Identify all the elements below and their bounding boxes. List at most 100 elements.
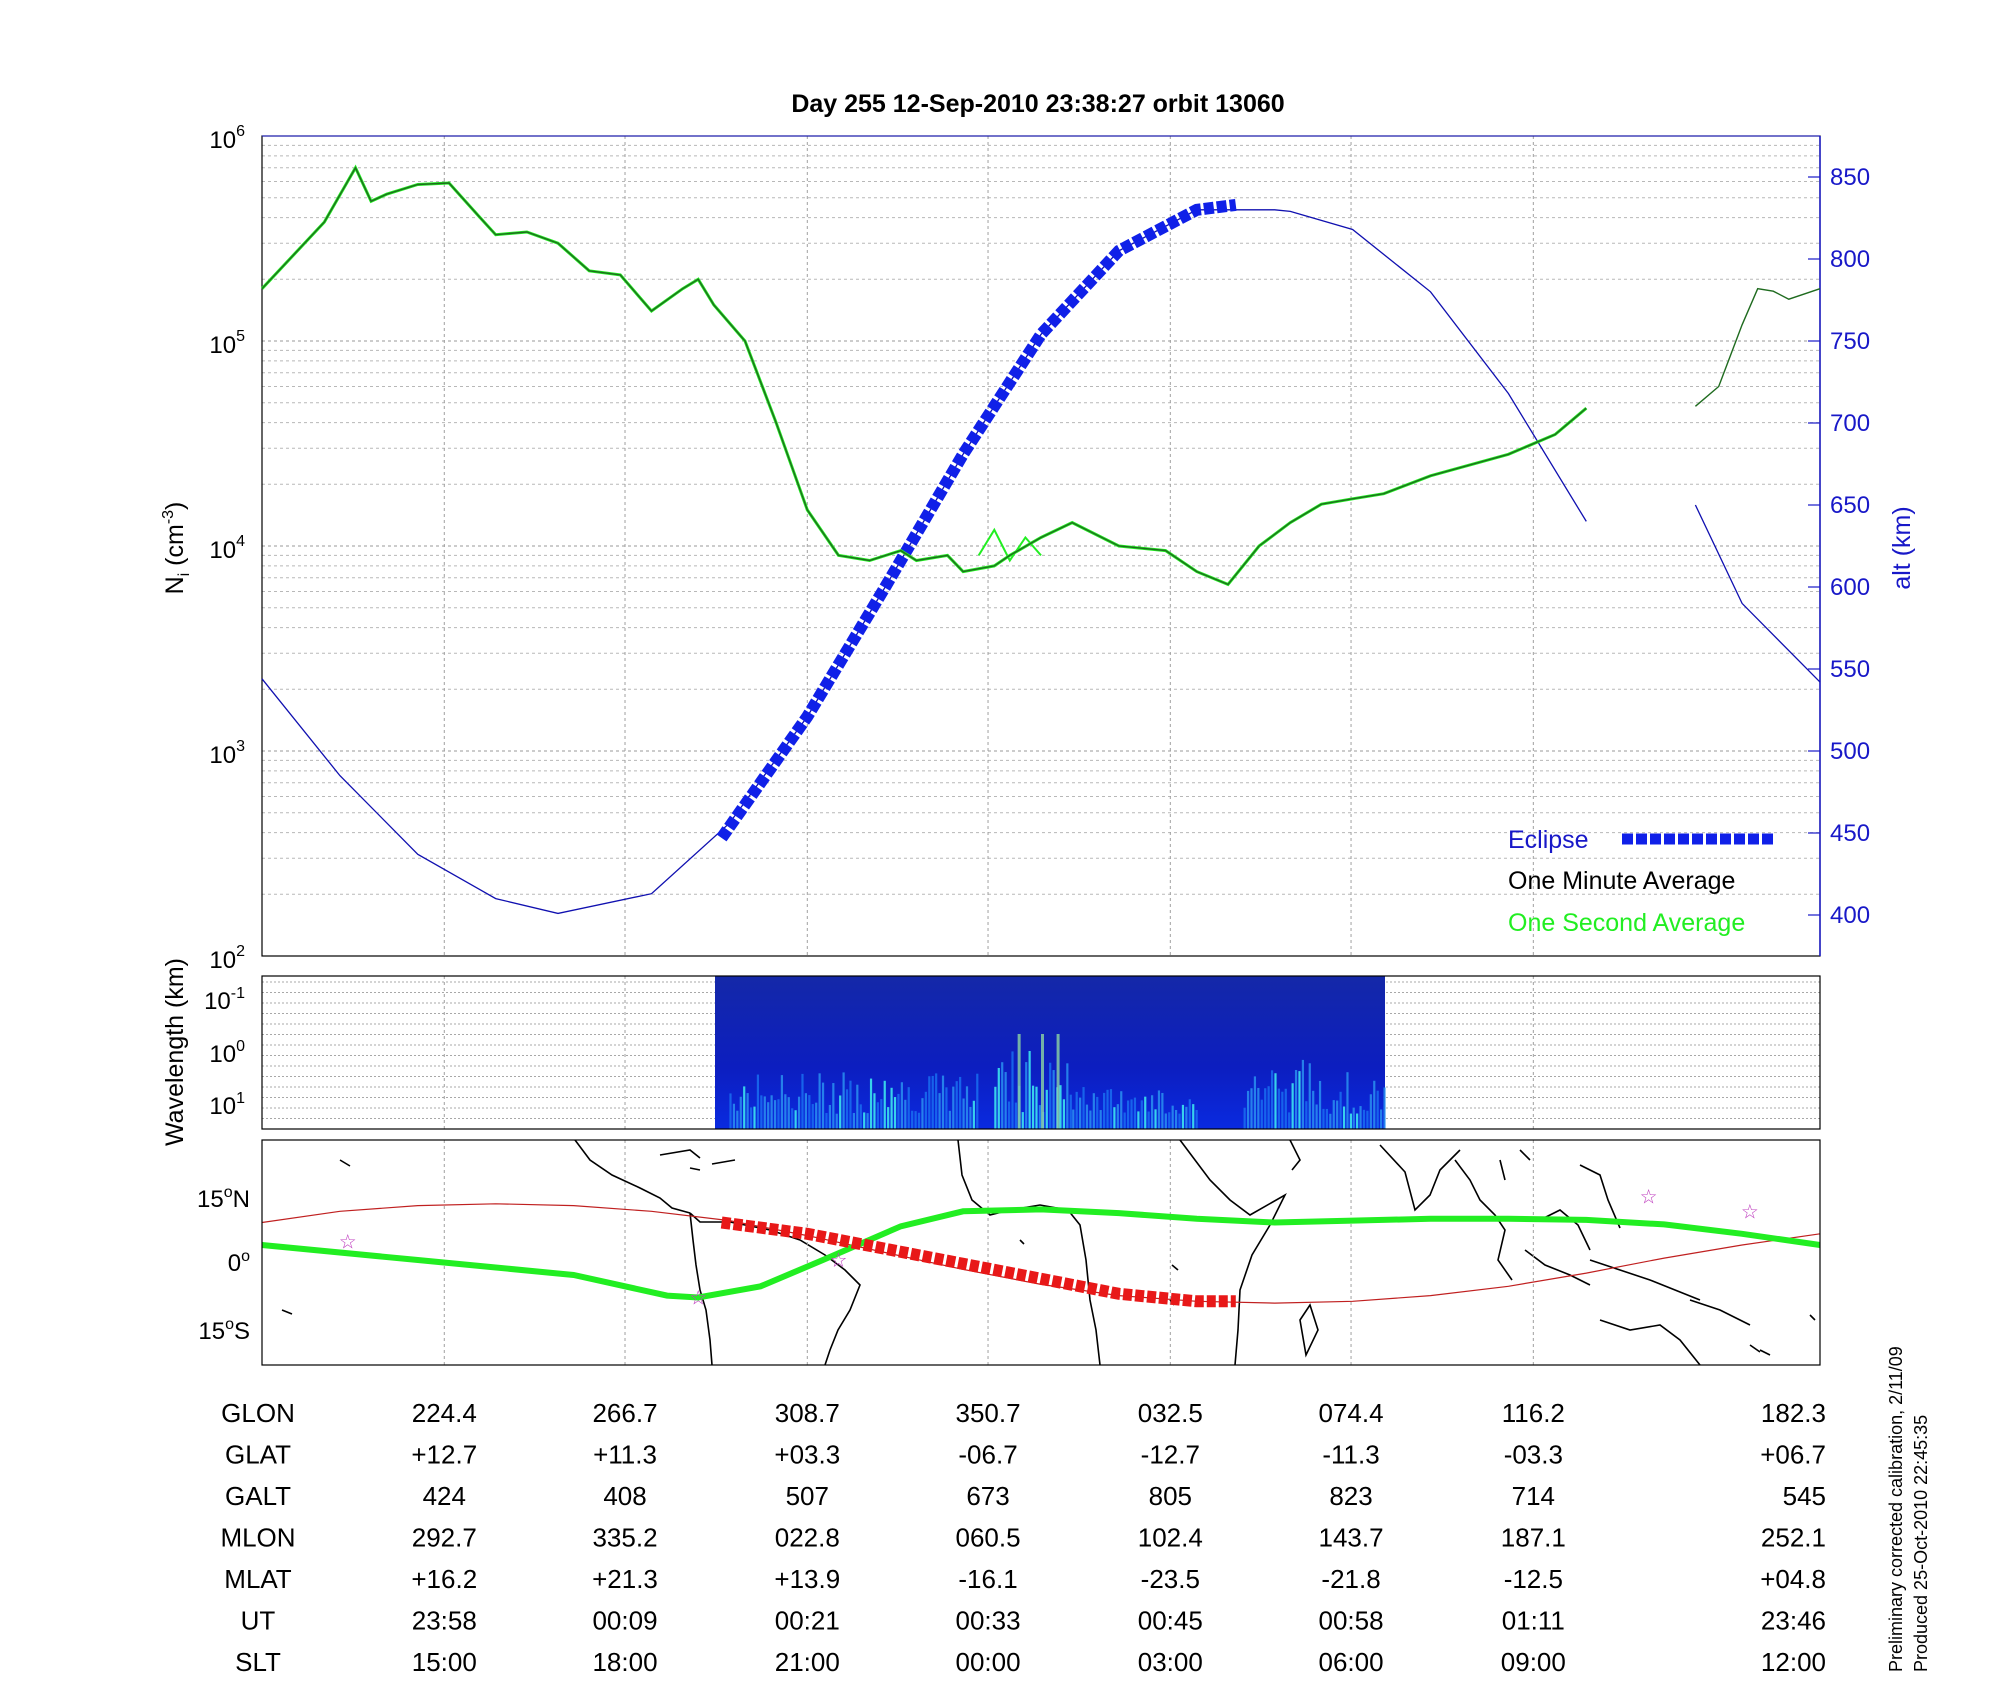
table-row-label: MLAT bbox=[224, 1564, 292, 1594]
spectrogram-burst bbox=[1049, 1062, 1052, 1129]
spectrogram-ylabel: Wavelength (km) bbox=[161, 958, 189, 1146]
spectrogram-burst bbox=[1014, 1102, 1018, 1129]
star-marker: ☆ bbox=[1741, 1199, 1759, 1223]
spectrogram-burst bbox=[760, 1095, 763, 1129]
right-tick-label: 450 bbox=[1830, 820, 1870, 847]
spectrogram-burst bbox=[787, 1097, 790, 1129]
spectrogram-burst bbox=[1366, 1110, 1369, 1129]
table-cell: 060.5 bbox=[955, 1523, 1020, 1553]
spectrogram-burst bbox=[1349, 1113, 1352, 1129]
spectrogram-burst bbox=[1171, 1105, 1174, 1129]
spectrogram-burst bbox=[859, 1104, 862, 1129]
spectrogram-burst bbox=[1161, 1092, 1164, 1129]
spectrogram-peak bbox=[1056, 1034, 1060, 1129]
density-ylabel: Ni (cm-3) bbox=[160, 502, 193, 595]
spectrogram-burst bbox=[921, 1098, 924, 1129]
table-cell: 143.7 bbox=[1319, 1523, 1384, 1553]
table-row-label: UT bbox=[241, 1606, 276, 1636]
spectrogram-burst bbox=[767, 1102, 770, 1129]
spectrogram-burst bbox=[1270, 1070, 1274, 1129]
ylabel-unit: (cm bbox=[161, 524, 189, 573]
one-minute-average-line-segment bbox=[1694, 287, 1821, 407]
table-cell: 805 bbox=[1149, 1481, 1192, 1511]
spectrogram-burst bbox=[904, 1099, 907, 1129]
spectrogram-burst bbox=[811, 1104, 814, 1129]
spectrogram-burst bbox=[1116, 1104, 1119, 1129]
table-cell: -11.3 bbox=[1322, 1440, 1379, 1470]
spectrogram-burst bbox=[777, 1099, 780, 1129]
spectrogram-burst bbox=[1085, 1104, 1089, 1129]
coast-small-islands bbox=[281, 1159, 1816, 1356]
spectrogram-burst bbox=[1308, 1063, 1311, 1129]
star-marker: ☆ bbox=[689, 1286, 707, 1310]
density-ylabel-right: alt (km) bbox=[1888, 506, 1916, 589]
spectrogram-burst bbox=[818, 1073, 821, 1129]
spectrogram-ytick-label: 101 bbox=[209, 1090, 245, 1120]
spectrogram-burst bbox=[952, 1086, 955, 1129]
spectrogram-burst bbox=[1150, 1095, 1154, 1129]
spectrogram-burst bbox=[1092, 1093, 1095, 1129]
spectrogram-burst bbox=[976, 1073, 979, 1129]
spectrogram-ytick-label: 100 bbox=[209, 1038, 245, 1068]
spectrogram-bursts bbox=[729, 1034, 1386, 1129]
table-cell: 266.7 bbox=[592, 1398, 657, 1428]
ylabel-unit-close: ) bbox=[161, 502, 189, 510]
spectrogram-burst bbox=[739, 1096, 742, 1129]
table-cell: 424 bbox=[423, 1481, 466, 1511]
legend-one-second-label: One Second Average bbox=[1508, 909, 1745, 937]
table-cell: -12.7 bbox=[1141, 1440, 1200, 1470]
spectrogram-burst bbox=[965, 1086, 969, 1129]
spectrogram-burst bbox=[821, 1082, 825, 1129]
spectrogram-peak bbox=[1041, 1034, 1044, 1129]
spectrogram-burst bbox=[1264, 1088, 1267, 1129]
spectrogram-burst bbox=[876, 1102, 879, 1129]
spectrogram-burst bbox=[1380, 1109, 1383, 1129]
spectrogram-burst bbox=[866, 1113, 869, 1129]
spectrogram-burst bbox=[931, 1075, 934, 1129]
spectrogram-burst bbox=[890, 1087, 893, 1129]
spectrogram-burst bbox=[1294, 1069, 1298, 1129]
spectrogram-burst bbox=[835, 1113, 838, 1129]
spectrogram-burst bbox=[1329, 1113, 1332, 1129]
density-right-ticks: 400 450 500 550 600 650 700 750 800 850 bbox=[1808, 164, 1870, 929]
spectrogram-burst bbox=[1274, 1073, 1277, 1129]
table-cell: 292.7 bbox=[412, 1523, 477, 1553]
spectrogram-burst bbox=[1164, 1113, 1167, 1129]
table-cell: 102.4 bbox=[1138, 1523, 1203, 1553]
ylabel-ni: N bbox=[161, 576, 189, 594]
spectrogram-burst bbox=[935, 1073, 938, 1129]
spectrogram-burst bbox=[815, 1102, 818, 1129]
table-cell: 224.4 bbox=[412, 1398, 477, 1428]
map-frame bbox=[261, 1139, 1821, 1366]
spectrogram-burst bbox=[917, 1112, 921, 1129]
spectrogram-burst bbox=[1185, 1106, 1188, 1129]
spectrogram-burst bbox=[1322, 1108, 1325, 1129]
table-cell: +21.3 bbox=[592, 1564, 658, 1594]
spectrogram-burst bbox=[869, 1078, 873, 1129]
table-cell: 182.3 bbox=[1761, 1398, 1826, 1428]
spectrogram-burst bbox=[732, 1103, 736, 1129]
spectrogram-burst bbox=[1181, 1104, 1185, 1129]
spectrogram-burst bbox=[1246, 1090, 1250, 1129]
map-ytick-label: 15oS bbox=[198, 1316, 250, 1345]
spectrogram-burst bbox=[1277, 1088, 1281, 1129]
spectrogram-burst bbox=[1072, 1109, 1075, 1129]
table-cell: +11.3 bbox=[593, 1440, 657, 1470]
density-ytick-label: 106 bbox=[209, 123, 245, 154]
star-marker: ☆ bbox=[339, 1229, 357, 1253]
spectrogram-burst bbox=[1298, 1071, 1301, 1129]
table-cell: 308.7 bbox=[775, 1398, 840, 1428]
spectrogram-burst bbox=[1021, 1112, 1024, 1129]
table-cell: +13.9 bbox=[774, 1564, 840, 1594]
spectrogram-burst bbox=[1318, 1080, 1322, 1129]
spectrogram-burst bbox=[1137, 1111, 1140, 1129]
coastlines bbox=[281, 1139, 1816, 1366]
spectrogram-burst bbox=[1089, 1110, 1092, 1129]
spectrogram-burst bbox=[1243, 1107, 1246, 1129]
spectrogram-burst bbox=[1004, 1072, 1007, 1129]
spectrogram-burst bbox=[1075, 1091, 1078, 1129]
spectrogram-burst bbox=[1106, 1089, 1109, 1129]
spectrogram-burst bbox=[1383, 1087, 1386, 1129]
spectrogram-burst bbox=[1174, 1109, 1178, 1129]
table-row-label: GLAT bbox=[225, 1440, 291, 1470]
